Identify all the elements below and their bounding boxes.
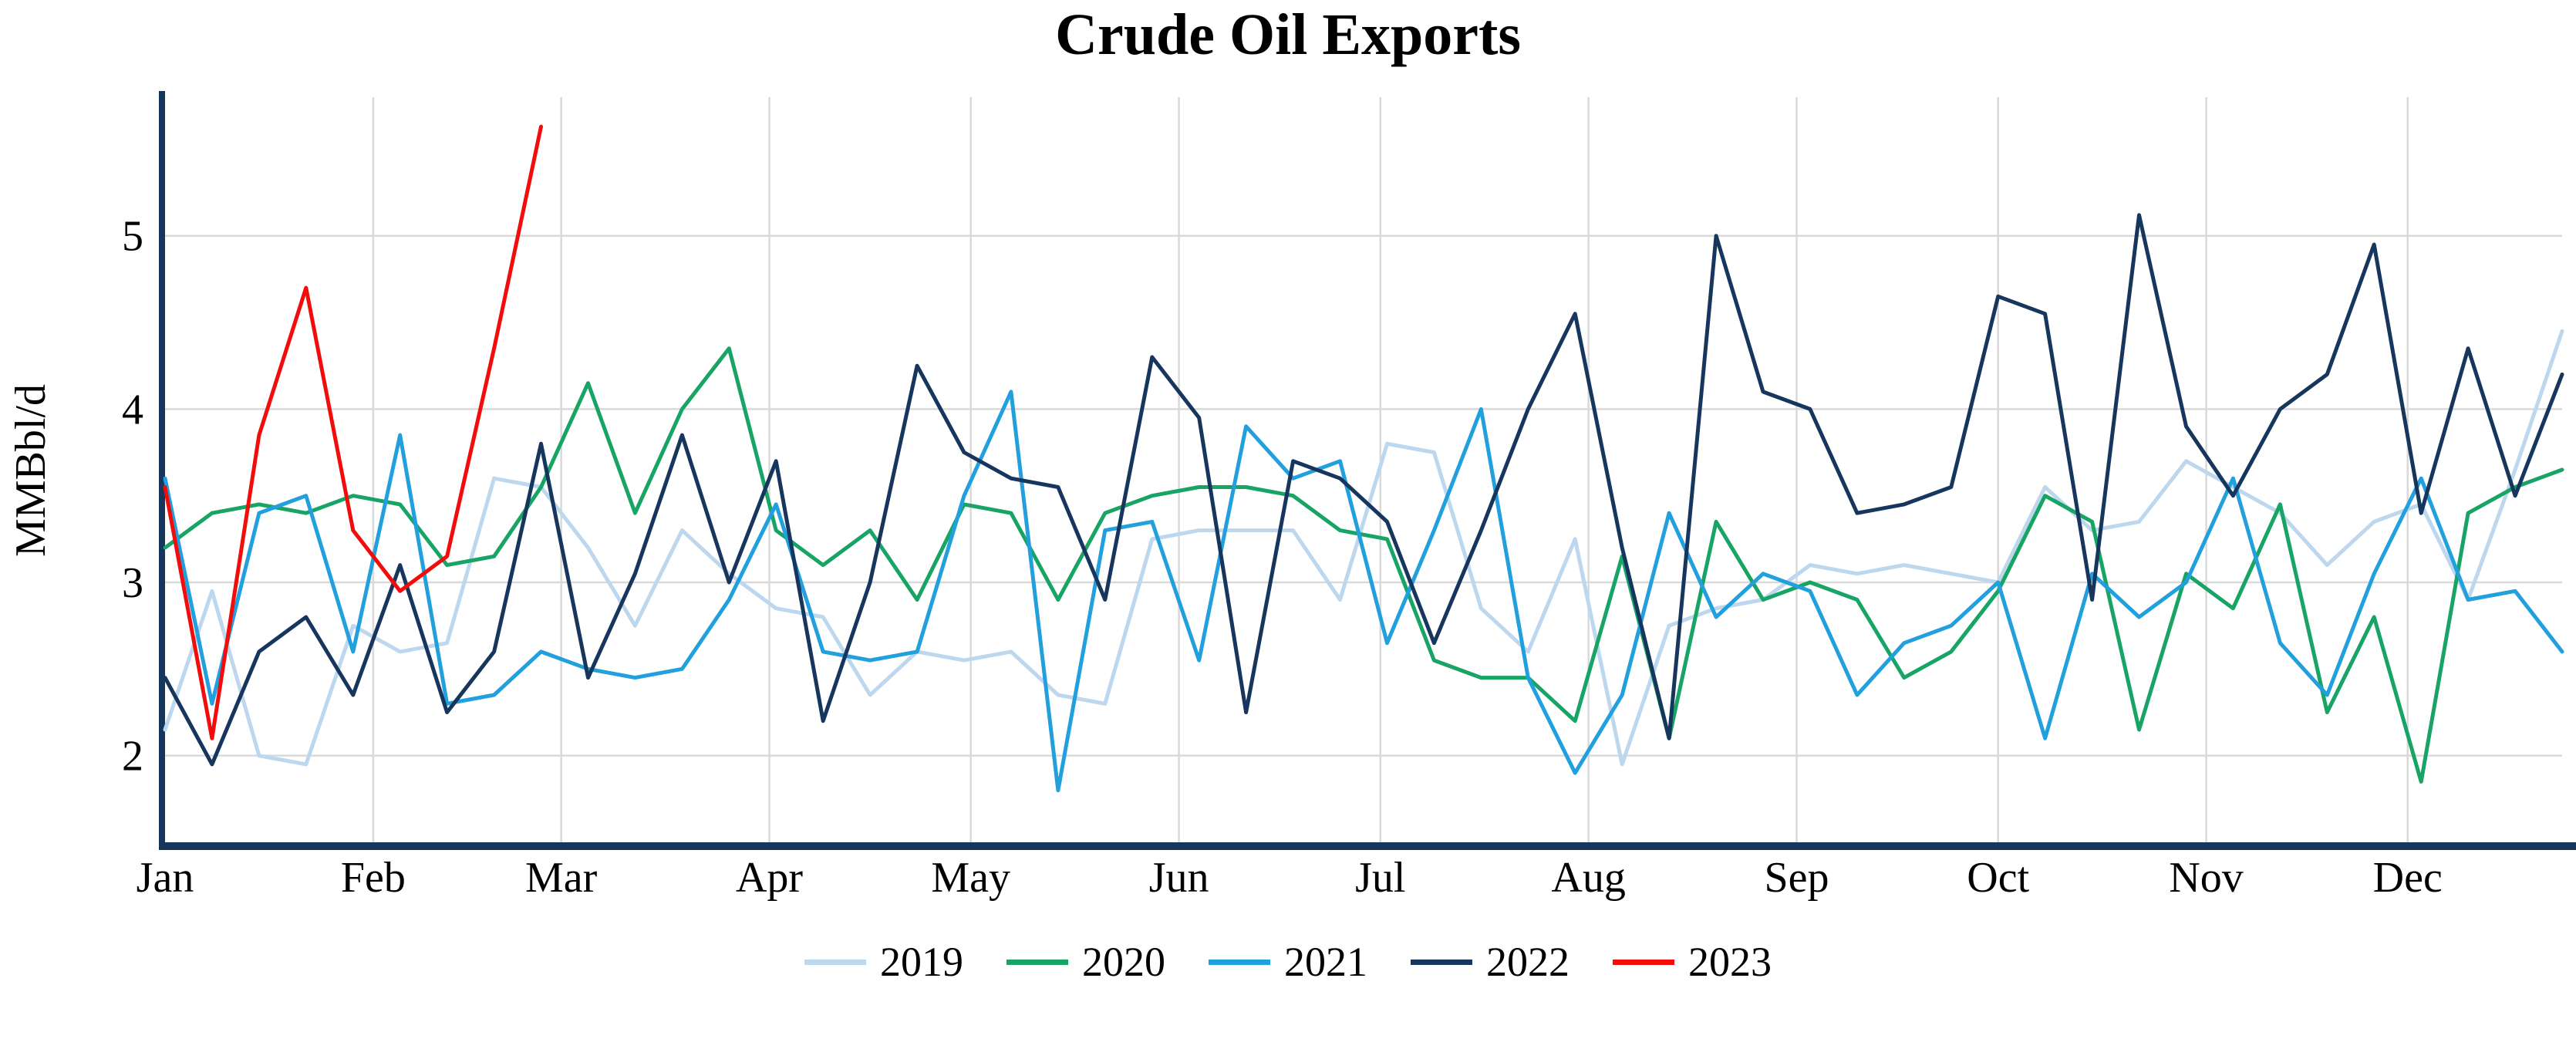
x-tick-label: Dec xyxy=(2373,854,2443,902)
x-tick-label: Jan xyxy=(137,854,194,902)
x-tick-label: Aug xyxy=(1551,854,1625,902)
y-axis-line xyxy=(159,91,165,850)
y-tick-label: 3 xyxy=(122,559,143,607)
legend-swatch-2019 xyxy=(804,959,866,965)
x-tick-label: Oct xyxy=(1967,854,2029,902)
series-line-2021 xyxy=(163,390,2564,793)
legend-label: 2021 xyxy=(1284,939,1367,985)
series-line-2023 xyxy=(163,124,543,740)
x-tick-label: Apr xyxy=(736,854,803,902)
legend-item-2020: 2020 xyxy=(1006,938,1165,986)
x-tick-label: Jul xyxy=(1355,854,1405,902)
legend-item-2019: 2019 xyxy=(804,938,963,986)
y-tick-label: 2 xyxy=(122,733,143,781)
x-tick-label: Feb xyxy=(341,854,406,902)
chart-title: Crude Oil Exports xyxy=(1055,2,1521,67)
series-line-2022 xyxy=(163,213,2564,767)
legend-swatch-2023 xyxy=(1613,959,1674,965)
series-line-2019 xyxy=(163,329,2564,767)
y-tick-label: 4 xyxy=(122,386,143,433)
x-tick-label: Sep xyxy=(1765,854,1829,902)
x-axis-line xyxy=(159,842,2576,850)
legend-item-2021: 2021 xyxy=(1209,938,1367,986)
x-tick-label: Jun xyxy=(1149,854,1209,902)
legend-item-2023: 2023 xyxy=(1613,938,1772,986)
x-tick-label: Nov xyxy=(2169,854,2243,902)
legend-label: 2019 xyxy=(880,939,963,985)
series-line-2020 xyxy=(163,346,2564,784)
legend-swatch-2021 xyxy=(1209,959,1270,965)
legend-label: 2022 xyxy=(1486,939,1570,985)
x-tick-label: May xyxy=(931,854,1010,902)
y-tick-label: 5 xyxy=(122,213,143,261)
x-tick-label: Mar xyxy=(525,854,598,902)
legend: 2019 2020 2021 2022 2023 xyxy=(0,938,2576,986)
legend-label: 2020 xyxy=(1082,939,1165,985)
legend-label: 2023 xyxy=(1688,939,1772,985)
legend-item-2022: 2022 xyxy=(1411,938,1570,986)
legend-swatch-2020 xyxy=(1006,959,1068,965)
legend-swatch-2022 xyxy=(1411,959,1472,965)
